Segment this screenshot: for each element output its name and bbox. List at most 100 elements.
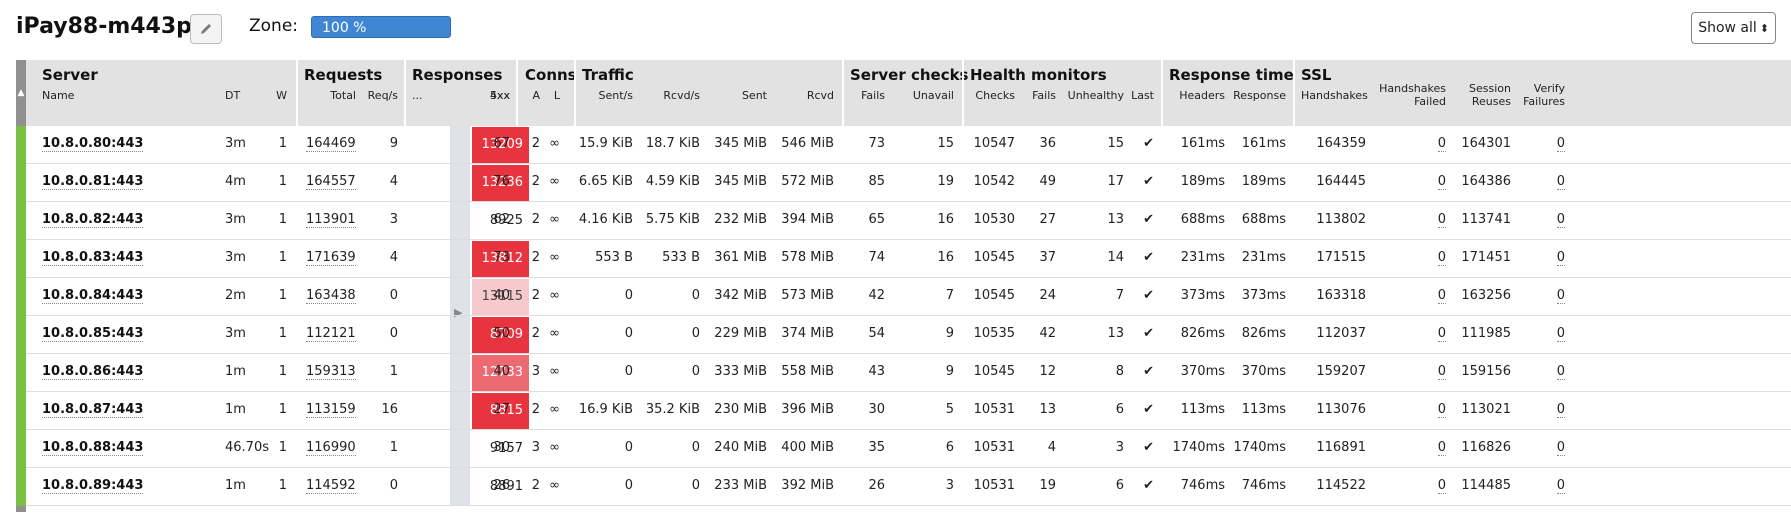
cell-a: 2 xyxy=(531,478,540,493)
cell-last: ✔ xyxy=(1143,212,1154,227)
col-reqs[interactable]: Req/s xyxy=(367,89,398,102)
cell-sent-s: 0 xyxy=(624,288,633,303)
cell-sent-s: 15.9 KiB xyxy=(578,136,633,151)
table-row[interactable]: 8815 10.8.0.87:443 1m 1 113159 16 27 2 ∞ 16.9 KiB… xyxy=(16,392,1791,430)
cell-value: 0 xyxy=(1437,326,1446,342)
col-handshakes[interactable]: Handshakes xyxy=(1301,89,1368,102)
col-4xx[interactable]: 4xx xyxy=(489,89,510,102)
table-row[interactable]: 12733 10.8.0.86:443 1m 1 159313 1 40 3 ∞ 0 0 333 Mi… xyxy=(16,354,1791,392)
cell-headers: 370ms xyxy=(1180,364,1225,379)
cell-total: 113159 xyxy=(306,402,356,418)
cell-name[interactable]: 10.8.0.84:443 xyxy=(42,288,144,304)
cell-response: 373ms xyxy=(1241,288,1286,303)
separator xyxy=(962,60,964,126)
col-responses-more[interactable]: ... xyxy=(412,89,423,102)
show-all-select[interactable]: Show all ⬍ xyxy=(1691,12,1776,44)
col-response[interactable]: Response xyxy=(1233,89,1286,102)
table-row[interactable]: 13236 10.8.0.81:443 4m 1 164557 4 76 2 ∞ 6.65 KiB… xyxy=(16,164,1791,202)
col-session-reuses[interactable]: Session Reuses xyxy=(1456,82,1511,108)
col-total[interactable]: Total xyxy=(330,89,356,102)
cell-name[interactable]: 10.8.0.89:443 xyxy=(42,478,144,494)
cell-4xx: 13812 xyxy=(472,241,529,277)
cell-name[interactable]: 10.8.0.87:443 xyxy=(42,402,144,418)
table-row[interactable]: 13209 10.8.0.80:443 3m 1 164469 9 67 2 ∞ 15.9 KiB… xyxy=(16,126,1791,164)
cell-unhealthy: 15 xyxy=(1107,136,1124,151)
cell-handshakes: 164359 xyxy=(1316,136,1366,151)
cell-handshakes: 113076 xyxy=(1316,402,1366,417)
col-rcvd[interactable]: Rcvd xyxy=(806,89,834,102)
cell-hfails: 36 xyxy=(1039,136,1056,151)
col-unavail[interactable]: Unavail xyxy=(912,89,954,102)
table-row[interactable]: 13115 10.8.0.84:443 2m 1 163438 0 40 2 ∞ 0 0 342 Mi… xyxy=(16,278,1791,316)
cell-l: ∞ xyxy=(549,478,560,493)
cell-verify: 0 xyxy=(1516,212,1565,228)
col-dt[interactable]: DT xyxy=(225,89,241,102)
group-requests: Requests xyxy=(304,66,383,84)
group-traffic: Traffic xyxy=(582,66,634,84)
cell-sent: 240 MiB xyxy=(714,440,767,455)
group-health-monitors: Health monitors xyxy=(970,66,1107,84)
col-handshakes-failed-line1: Handshakes xyxy=(1379,82,1446,95)
cell-name[interactable]: 10.8.0.85:443 xyxy=(42,326,144,342)
cell-value: 112121 xyxy=(306,326,356,342)
cell-name[interactable]: 10.8.0.83:443 xyxy=(42,250,144,266)
cell-rcvd-s: 533 B xyxy=(662,250,700,265)
col-health-fails[interactable]: Fails xyxy=(1032,89,1056,102)
cell-total: 114592 xyxy=(306,478,356,494)
cell-sent-s: 4.16 KiB xyxy=(578,212,633,227)
table-row[interactable]: 8891 10.8.0.89:443 1m 1 114592 0 26 2 ∞ 0 0 233 MiB… xyxy=(16,468,1791,506)
table-header: Server Requests Responses Conns Traffic … xyxy=(26,60,1791,126)
cell-name[interactable]: 10.8.0.88:443 xyxy=(42,440,144,456)
col-active[interactable]: A xyxy=(532,89,540,102)
responses-expand-gutter[interactable]: ▶ xyxy=(450,126,470,506)
page-title: iPay88-m443p xyxy=(16,14,192,39)
col-last[interactable]: Last xyxy=(1131,89,1154,102)
col-headers[interactable]: Headers xyxy=(1179,89,1225,102)
col-sent[interactable]: Sent xyxy=(741,89,767,102)
cell-4xx: 13115 xyxy=(472,279,529,315)
cell-name[interactable]: 10.8.0.80:443 xyxy=(42,136,144,152)
cell-total: 113901 xyxy=(306,212,356,228)
cell-hs-failed: 0 xyxy=(1374,402,1446,418)
cell-checks: 10531 xyxy=(973,478,1015,493)
cell-r5xx: 50 xyxy=(493,326,510,341)
col-limit[interactable]: L xyxy=(553,89,560,102)
cell-4xx: 9157 xyxy=(489,441,523,456)
col-sent-s[interactable]: Sent/s xyxy=(598,89,633,102)
cell-value: 164469 xyxy=(306,136,356,152)
col-handshakes-failed[interactable]: Handshakes Failed xyxy=(1374,82,1446,108)
col-verify-failures[interactable]: Verify Failures xyxy=(1516,82,1565,108)
cell-name[interactable]: 10.8.0.82:443 xyxy=(42,212,144,228)
cell-l: ∞ xyxy=(549,364,560,379)
cell-fails: 85 xyxy=(868,174,885,189)
cell-dt: 3m xyxy=(225,326,246,341)
cell-name[interactable]: 10.8.0.86:443 xyxy=(42,364,144,380)
cell-4xx: 13236 xyxy=(472,165,529,201)
separator xyxy=(1161,60,1163,126)
cell-dt: 3m xyxy=(225,212,246,227)
col-rcvd-s[interactable]: Rcvd/s xyxy=(663,89,700,102)
col-checks[interactable]: Checks xyxy=(975,89,1015,102)
table-row[interactable]: 13812 10.8.0.83:443 3m 1 171639 4 73 2 ∞ 553 B 533… xyxy=(16,240,1791,278)
cell-sent: 361 MiB xyxy=(714,250,767,265)
edit-button[interactable] xyxy=(190,14,222,44)
table-row[interactable]: 8709 10.8.0.85:443 3m 1 112121 0 50 2 ∞ 0 0 229 MiB… xyxy=(16,316,1791,354)
cell-verify: 0 xyxy=(1516,326,1565,342)
cell-dt: 1m xyxy=(225,402,246,417)
col-fails[interactable]: Fails xyxy=(861,89,885,102)
cell-l: ∞ xyxy=(549,402,560,417)
table-row[interactable]: 9157 10.8.0.88:443 46.70s 1 116990 1 30 3 ∞ 0 0 240… xyxy=(16,430,1791,468)
col-5xx[interactable]: 5xx xyxy=(489,89,510,102)
cell-name[interactable]: 10.8.0.81:443 xyxy=(42,174,144,190)
cell-hfails: 37 xyxy=(1039,250,1056,265)
cell-response: 826ms xyxy=(1241,326,1286,341)
cell-hfails: 19 xyxy=(1039,478,1056,493)
col-w[interactable]: W xyxy=(276,89,287,102)
col-name[interactable]: Name xyxy=(42,89,75,102)
cell-l: ∞ xyxy=(549,288,560,303)
col-unhealthy[interactable]: Unhealthy xyxy=(1067,89,1124,102)
status-indicator xyxy=(16,126,26,164)
cell-unhealthy: 3 xyxy=(1115,440,1124,455)
table-row[interactable]: 8925 10.8.0.82:443 3m 1 113901 3 62 2 ∞ 4.16 KiB 5… xyxy=(16,202,1791,240)
status-indicator xyxy=(16,164,26,202)
